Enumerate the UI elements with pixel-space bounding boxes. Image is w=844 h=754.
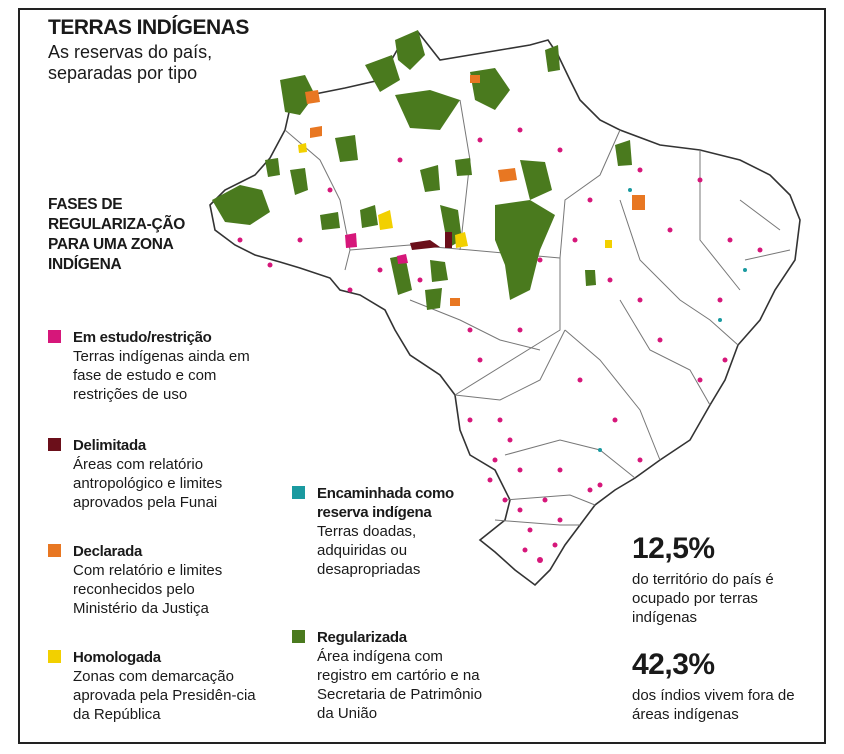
- legend-swatch-regularizada: [292, 630, 305, 643]
- stat-outside-value: 42,3%: [632, 648, 715, 681]
- stat-outside-text: dos índios vivem fora de áreas indígenas: [632, 687, 795, 723]
- legend-item-encaminhada: Encaminhada como reserva indígena Terras…: [292, 484, 487, 579]
- frame: [18, 8, 826, 744]
- legend-desc: Terras doadas, adquiridas ou desapropria…: [317, 523, 421, 578]
- legend-title: Declarada: [73, 543, 143, 560]
- page-subtitle: As reservas do país, separadas por tipo: [48, 42, 213, 83]
- legend-swatch-encaminhada: [292, 486, 305, 499]
- legend-item-regularizada: Regularizada Área indígena com registro …: [292, 628, 492, 723]
- legend-desc: Zonas com demarcação aprovada pela Presi…: [73, 668, 256, 723]
- page-title: TERRAS INDÍGENAS: [48, 16, 249, 39]
- legend-title: Regularizada: [317, 629, 407, 646]
- brazil-map: [209, 30, 801, 587]
- legend-item-homologada: Homologada Zonas com demarcação aprovada…: [48, 648, 258, 724]
- legend-item-delimitada: Delimitada Áreas com relatório antropoló…: [48, 436, 258, 512]
- stat-territory-value: 12,5%: [632, 532, 715, 565]
- legend-swatch-homologada: [48, 650, 61, 663]
- legend-desc: Área indígena com registro em cartório e…: [317, 648, 483, 722]
- homologada-areas: [298, 143, 612, 248]
- em-estudo-areas: [237, 127, 763, 563]
- country-outline: [209, 30, 801, 587]
- declarada-areas: [305, 75, 645, 306]
- legend-item-declarada: Declarada Com relatório e limites reconh…: [48, 542, 258, 618]
- encaminhada-areas: [598, 188, 747, 452]
- delimitada-areas: [410, 232, 452, 250]
- legend-swatch-em-estudo: [48, 330, 61, 343]
- legend-title: Delimitada: [73, 437, 146, 454]
- regularizada-areas: [212, 30, 632, 310]
- state-borders: [284, 99, 791, 526]
- legend-heading: FASES DE REGULARIZA-ÇÃO PARA UMA ZONA IN…: [48, 196, 186, 273]
- legend-desc: Terras indígenas ainda em fase de estudo…: [73, 348, 250, 403]
- legend-title: Em estudo/restrição: [73, 329, 212, 346]
- stat-territory-text: do território do país é ocupado por terr…: [632, 571, 774, 626]
- legend-swatch-declarada: [48, 544, 61, 557]
- legend-title: Homologada: [73, 649, 161, 666]
- legend-swatch-delimitada: [48, 438, 61, 451]
- legend-desc: Com relatório e limites reconhecidos pel…: [73, 562, 223, 617]
- legend-title: Encaminhada como reserva indígena: [317, 485, 454, 521]
- legend-item-em-estudo: Em estudo/restrição Terras indígenas ain…: [48, 328, 258, 404]
- legend-desc: Áreas com relatório antropológico e limi…: [73, 456, 223, 511]
